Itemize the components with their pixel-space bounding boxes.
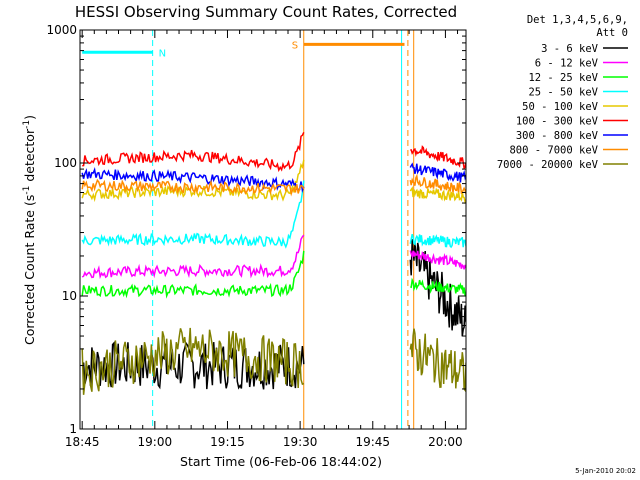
legend-label: 6 - 12 keV: [535, 58, 599, 70]
y-tick-label: 1: [69, 422, 77, 436]
series-line-pre: [81, 250, 305, 299]
legend-label: 100 - 300 keV: [516, 116, 599, 128]
x-tick-label: 19:30: [283, 435, 318, 449]
legend-label: 800 - 7000 keV: [509, 145, 598, 157]
series-line-post: [409, 328, 466, 393]
x-axis-label: Start Time (06-Feb-06 18:44:02): [180, 454, 382, 469]
flag-label-S: S: [292, 40, 298, 51]
y-tick-label: 10: [62, 289, 77, 303]
series-line-post: [409, 162, 466, 183]
series-line-pre: [81, 327, 305, 395]
chart-title: HESSI Observing Summary Count Rates, Cor…: [75, 3, 457, 21]
series-line-post: [409, 173, 466, 195]
flag-label-N: N: [159, 48, 166, 59]
series-line-post: [409, 186, 466, 205]
y-tick-label: 100: [54, 156, 77, 170]
series-line-post: [410, 145, 466, 170]
series-line-post: [409, 239, 466, 337]
legend-label: 3 - 6 keV: [541, 43, 599, 55]
legend-label: 25 - 50 keV: [528, 87, 598, 99]
legend-label: 7000 - 20000 keV: [497, 159, 599, 171]
legend: Det 1,3,4,5,6,9, Att 0 3 - 6 keV 6 - 12 k…: [497, 14, 628, 171]
series-line-pre: [81, 167, 305, 193]
x-tick-label: 18:45: [65, 435, 100, 449]
y-axis-ticks: 1 10 100 1000: [46, 23, 466, 436]
legend-label: 12 - 25 keV: [528, 72, 598, 84]
y-axis-label: Corrected Count Rate (s-1 detector-1): [22, 115, 37, 345]
series-line-pre: [81, 178, 305, 197]
x-tick-label: 19:45: [355, 435, 390, 449]
series-line-pre: [81, 180, 305, 249]
legend-label: 300 - 800 keV: [516, 130, 599, 142]
x-axis-ticks: 18:45 19:00 19:15 19:30 19:45 20:00: [65, 30, 463, 449]
series-line-pre: [82, 131, 305, 173]
legend-header-detectors: Det 1,3,4,5,6,9,: [527, 14, 628, 26]
plot-area: N S 1 10 100 1000 18:45 19:00 19:15 19:30 19:45 2…: [46, 23, 467, 449]
series-line-pre: [81, 159, 305, 203]
data-series: [81, 131, 466, 395]
plot-frame: [79, 29, 467, 430]
series-line-post: [409, 277, 466, 296]
x-tick-label: 19:15: [210, 435, 245, 449]
series-line-post: [409, 233, 466, 249]
legend-header-attenuator: Att 0: [596, 27, 628, 39]
x-tick-label: 20:00: [428, 435, 463, 449]
x-tick-label: 19:00: [138, 435, 173, 449]
y-tick-label: 1000: [46, 23, 77, 37]
footer-date: 5-Jan-2010 20:02: [575, 467, 636, 475]
legend-label: 50 - 100 keV: [522, 101, 599, 113]
series-line-post: [409, 250, 466, 270]
series-line-pre: [81, 234, 305, 280]
